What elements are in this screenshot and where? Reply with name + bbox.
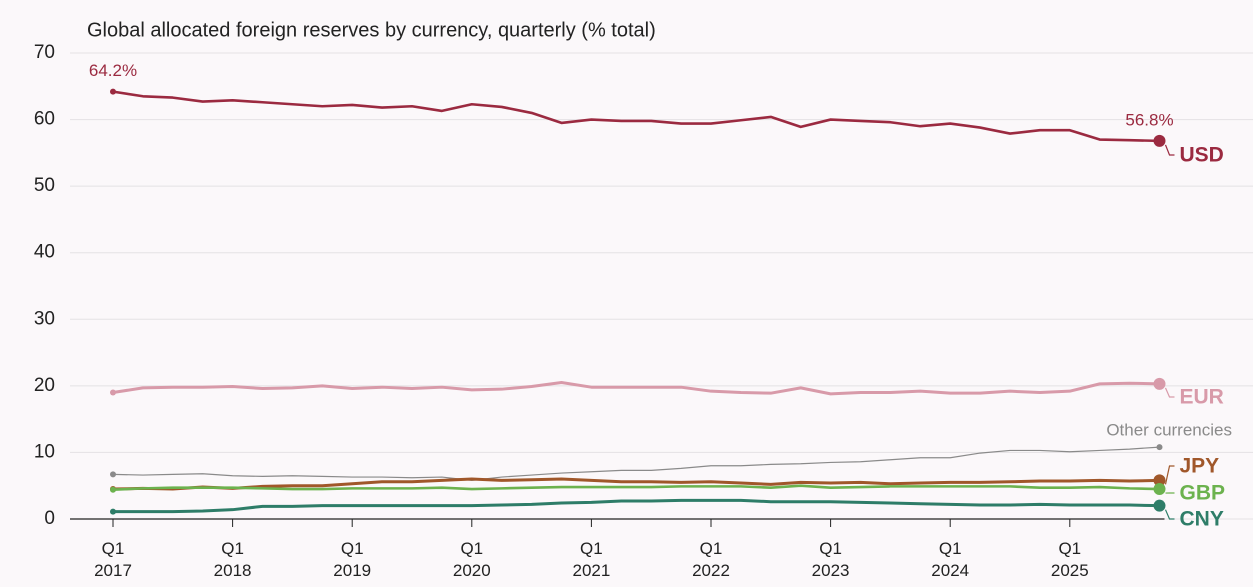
- start-dot: [110, 471, 116, 478]
- series-line: [112, 446, 1160, 481]
- x-tick-label-line: Q1: [460, 539, 483, 558]
- x-tick-label-line: 2025: [1051, 561, 1089, 580]
- x-tick-label-line: 2024: [931, 561, 969, 580]
- series-label: JPY: [1180, 455, 1220, 478]
- x-tick-label-line: Q1: [700, 539, 723, 558]
- x-tick-label-line: 2018: [214, 561, 252, 580]
- start-dot: [110, 389, 116, 396]
- y-tick-label: 20: [34, 375, 55, 396]
- x-tick-label-line: 2020: [453, 561, 491, 580]
- series-line: [112, 484, 1160, 492]
- start-dot: [110, 486, 116, 493]
- y-tick-label: 50: [34, 175, 55, 196]
- chart-title: Global allocated foreign reserves by cur…: [87, 19, 656, 41]
- series-label: CNY: [1180, 508, 1224, 531]
- y-tick-label: 60: [34, 109, 55, 130]
- start-dot: [110, 88, 116, 95]
- x-tick-label: Q1 2017: [94, 539, 132, 580]
- x-tick-label-line: 2019: [333, 561, 371, 580]
- end-dot: [1153, 483, 1166, 496]
- start-dot: [110, 508, 116, 515]
- x-tick-label-line: 2022: [692, 561, 730, 580]
- x-tick-label-line: 2023: [812, 561, 850, 580]
- y-tick-label: 40: [34, 242, 55, 263]
- x-tick-label-line: Q1: [580, 539, 603, 558]
- end-dot: [1156, 444, 1163, 451]
- series-line: [112, 477, 1160, 491]
- x-tick-label: Q1 2025: [1051, 539, 1089, 580]
- label-connector: [1164, 509, 1175, 520]
- series-label: EUR: [1180, 386, 1224, 409]
- x-tick-label: Q1 2018: [214, 539, 252, 580]
- x-tick-label: Q1 2021: [572, 539, 610, 580]
- y-tick-label: 0: [44, 508, 55, 529]
- x-tick-label-line: Q1: [102, 539, 125, 558]
- series-label: GBP: [1180, 482, 1226, 505]
- series-label: USD: [1180, 144, 1224, 167]
- value-label: 64.2%: [89, 61, 137, 80]
- x-tick-label: Q1 2022: [692, 539, 730, 580]
- x-tick-label-line: Q1: [939, 539, 962, 558]
- end-dot: [1153, 499, 1166, 512]
- x-tick-label: Q1 2024: [931, 539, 969, 580]
- series-label: Other currencies: [1106, 420, 1232, 439]
- label-connector: [1164, 144, 1175, 156]
- x-tick-label-line: Q1: [341, 539, 364, 558]
- label-connector: [1164, 387, 1175, 398]
- end-dot: [1153, 474, 1166, 487]
- y-tick-label: 30: [34, 308, 55, 329]
- value-label: 56.8%: [1125, 110, 1173, 129]
- x-tick-label-line: Q1: [1058, 539, 1081, 558]
- end-dot: [1153, 134, 1166, 147]
- x-tick-label-line: Q1: [221, 539, 244, 558]
- end-dot: [1153, 377, 1166, 390]
- x-tick-label: Q1 2020: [453, 539, 491, 580]
- x-tick-label-line: 2017: [94, 561, 132, 580]
- x-tick-label-line: Q1: [819, 539, 842, 558]
- y-tick-label: 10: [34, 441, 55, 462]
- series-line: [113, 498, 1160, 514]
- series-line: [112, 381, 1160, 396]
- series-line: [112, 90, 1160, 143]
- y-tick-label: 70: [34, 42, 55, 63]
- x-tick-label: Q1 2019: [333, 539, 371, 580]
- x-tick-label-line: 2021: [572, 561, 610, 580]
- label-connector: [1164, 465, 1175, 485]
- x-tick-label: Q1 2023: [812, 539, 850, 580]
